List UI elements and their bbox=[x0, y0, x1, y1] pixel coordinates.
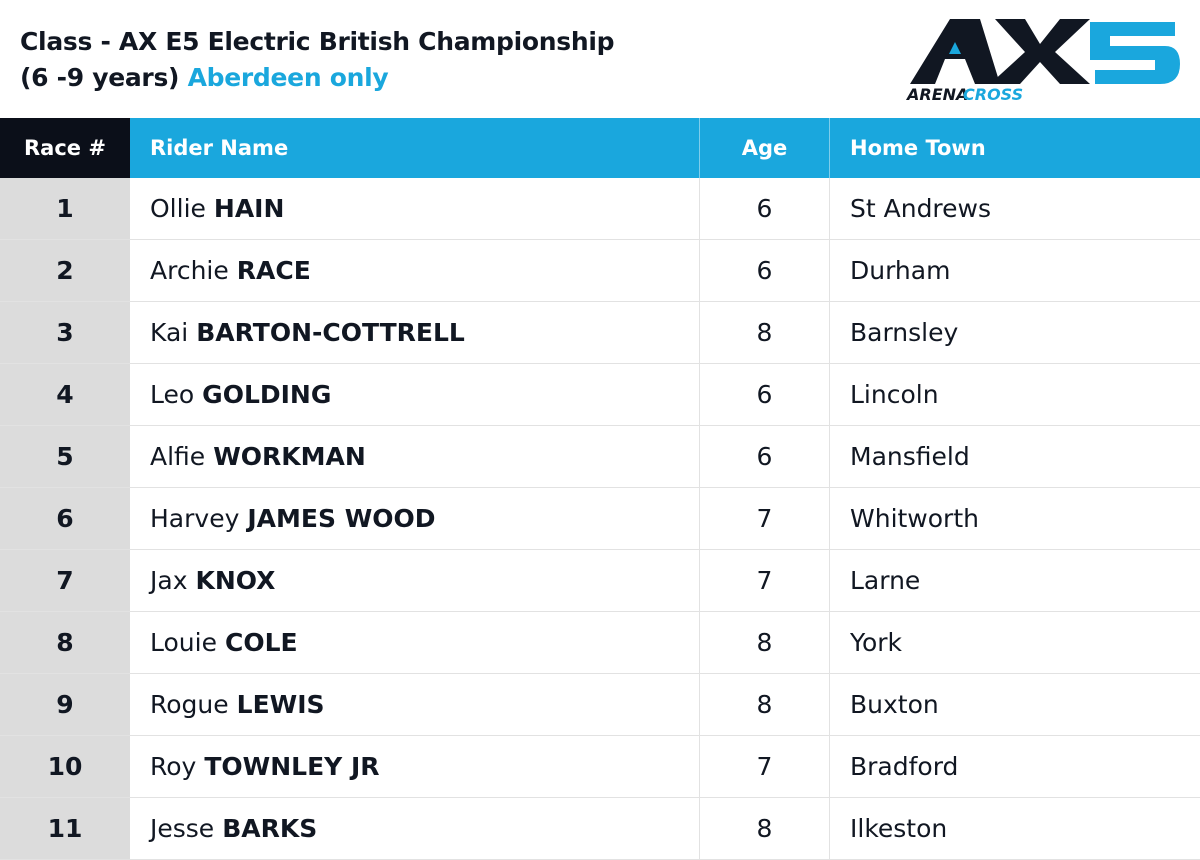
surname: LEWIS bbox=[236, 690, 325, 719]
column-header: Rider Name bbox=[130, 118, 700, 178]
age: 7 bbox=[700, 550, 830, 611]
age: 7 bbox=[700, 736, 830, 797]
surname: HAIN bbox=[213, 194, 285, 223]
race-number: 2 bbox=[0, 240, 130, 301]
first-name: Louie bbox=[150, 628, 217, 657]
logo: ARENA CROSS bbox=[905, 19, 1180, 104]
rider-name: Archie RACE bbox=[130, 240, 700, 301]
home-town: Larne bbox=[850, 566, 921, 595]
logo-word: CROSS bbox=[963, 85, 1023, 104]
home-town: York bbox=[850, 628, 903, 657]
first-name: Archie bbox=[150, 256, 229, 285]
surname: WORKMAN bbox=[213, 442, 366, 471]
age-range: (6 -9 years) bbox=[20, 63, 180, 92]
table-row: 10 Roy TOWNLEY JR 7 Bradford bbox=[0, 736, 1200, 798]
surname: JAMES WOOD bbox=[247, 504, 436, 533]
age: 6 bbox=[700, 178, 830, 239]
race-number: 7 bbox=[0, 550, 130, 611]
table-row: 4 Leo GOLDING 6 Lincoln bbox=[0, 364, 1200, 426]
title-line: (6 -9 years) Aberdeen only bbox=[20, 60, 614, 96]
race-number: 11 bbox=[0, 798, 130, 859]
logo-shape bbox=[990, 19, 1090, 84]
race-number: 9 bbox=[0, 674, 130, 735]
rider-name: Kai BARTON-COTTRELL bbox=[130, 302, 700, 363]
race-number: 3 bbox=[0, 302, 130, 363]
rider-name: Jax KNOX bbox=[130, 550, 700, 611]
surname: BARTON-COTTRELL bbox=[196, 318, 465, 347]
first-name: Alfie bbox=[150, 442, 206, 471]
table-row: 2 Archie RACE 6 Durham bbox=[0, 240, 1200, 302]
age: 6 bbox=[700, 426, 830, 487]
column-header: Age bbox=[700, 118, 830, 178]
table-row: 7 Jax KNOX 7 Larne bbox=[0, 550, 1200, 612]
race-number: 6 bbox=[0, 488, 130, 549]
column-header: Race # bbox=[0, 118, 130, 178]
first-name: Roy bbox=[150, 752, 197, 781]
race-number: 5 bbox=[0, 426, 130, 487]
venue: Aberdeen only bbox=[187, 63, 389, 92]
first-name: Leo bbox=[150, 380, 195, 409]
home-town: Ilkeston bbox=[850, 814, 948, 843]
first-name: Harvey bbox=[150, 504, 240, 533]
header-row: Race # Rider Name Age Home Town bbox=[0, 118, 1200, 178]
race-number: 4 bbox=[0, 364, 130, 425]
table-row: 3 Kai BARTON-COTTRELL 8 Barnsley bbox=[0, 302, 1200, 364]
rider-name: Roy TOWNLEY JR bbox=[130, 736, 700, 797]
first-name: Jax bbox=[150, 566, 188, 595]
rider-name: Harvey JAMES WOOD bbox=[130, 488, 700, 549]
surname: RACE bbox=[236, 256, 311, 285]
logo-shape bbox=[1090, 22, 1180, 84]
age: 8 bbox=[700, 612, 830, 673]
first-name: Jesse bbox=[150, 814, 215, 843]
surname: TOWNLEY JR bbox=[204, 752, 380, 781]
table-row: 9 Rogue LEWIS 8 Buxton bbox=[0, 674, 1200, 736]
home-town: Durham bbox=[850, 256, 951, 285]
age: 8 bbox=[700, 302, 830, 363]
home-town: Whitworth bbox=[850, 504, 979, 533]
age: 6 bbox=[700, 240, 830, 301]
age: 6 bbox=[700, 364, 830, 425]
title-line: Class - AX E5 Electric British Champions… bbox=[20, 27, 615, 56]
rider-name: Ollie HAIN bbox=[130, 178, 700, 239]
race-number: 1 bbox=[0, 178, 130, 239]
first-name: Rogue bbox=[150, 690, 229, 719]
table-row: 11 Jesse BARKS 8 Ilkeston bbox=[0, 798, 1200, 860]
surname: COLE bbox=[224, 628, 298, 657]
table: Race # Rider Name Age Home Town 1 Ollie HAIN 6 S… bbox=[0, 118, 1200, 860]
rider-name: Leo GOLDING bbox=[130, 364, 700, 425]
rider-name: Jesse BARKS bbox=[130, 798, 700, 859]
race-number: 10 bbox=[0, 736, 130, 797]
logo-word: ARENA bbox=[905, 85, 968, 104]
rider-name: Rogue LEWIS bbox=[130, 674, 700, 735]
rider-name: Alfie WORKMAN bbox=[130, 426, 700, 487]
race-number: 8 bbox=[0, 612, 130, 673]
surname: BARKS bbox=[222, 814, 318, 843]
surname: GOLDING bbox=[202, 380, 332, 409]
table-row: 8 Louie COLE 8 York bbox=[0, 612, 1200, 674]
age: 8 bbox=[700, 798, 830, 859]
rider-name: Louie COLE bbox=[130, 612, 700, 673]
title: Class - AX E5 Electric British Champions… bbox=[20, 24, 615, 96]
home-town: Lincoln bbox=[850, 380, 939, 409]
table-row: 6 Harvey JAMES WOOD 7 Whitworth bbox=[0, 488, 1200, 550]
first-name: Kai bbox=[150, 318, 189, 347]
age: 8 bbox=[700, 674, 830, 735]
home-town: Bradford bbox=[850, 752, 959, 781]
age: 7 bbox=[700, 488, 830, 549]
home-town: Buxton bbox=[850, 690, 939, 719]
column-header: Home Town bbox=[850, 136, 986, 160]
table-row: 5 Alfie WORKMAN 6 Mansfield bbox=[0, 426, 1200, 488]
table-row: 1 Ollie HAIN 6 St Andrews bbox=[0, 178, 1200, 240]
home-town: Barnsley bbox=[850, 318, 959, 347]
home-town: Mansfield bbox=[850, 442, 970, 471]
surname: KNOX bbox=[195, 566, 276, 595]
home-town: St Andrews bbox=[850, 194, 992, 223]
logo-star bbox=[949, 42, 961, 54]
first-name: Ollie bbox=[150, 194, 206, 223]
